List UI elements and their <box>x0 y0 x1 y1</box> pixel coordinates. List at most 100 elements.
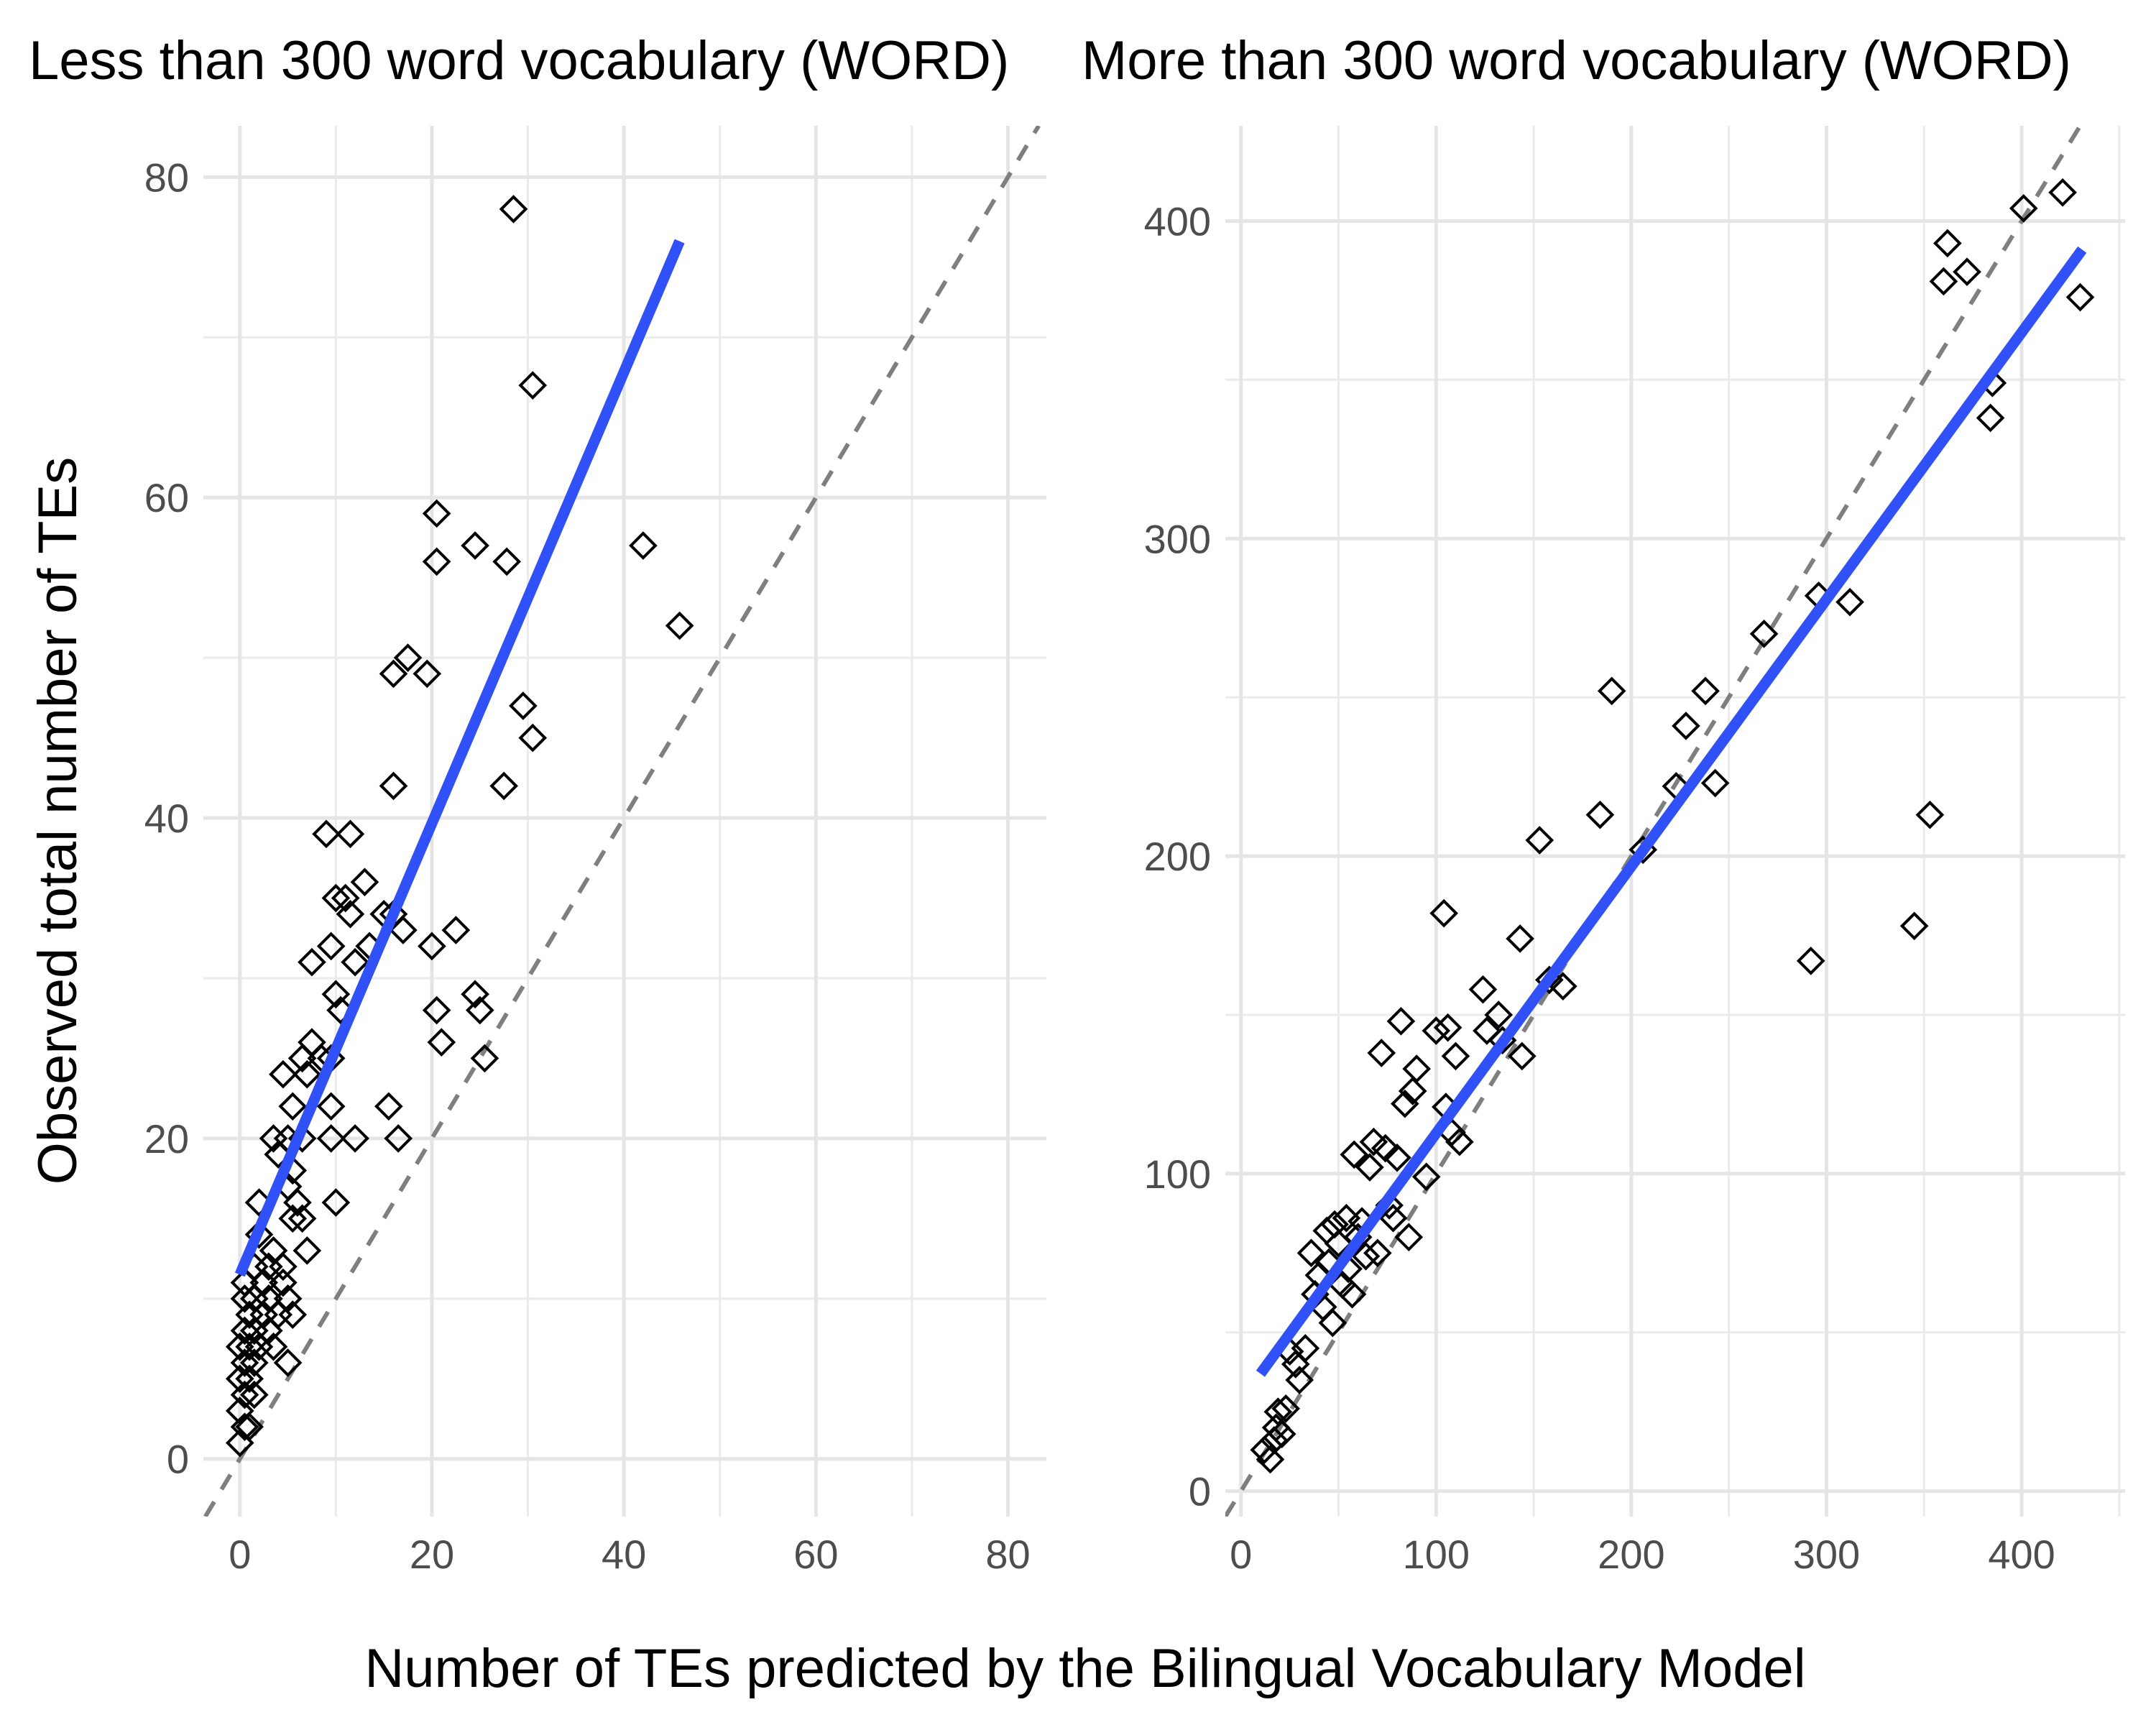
y-tick-label: 40 <box>144 796 189 841</box>
data-point <box>287 1044 317 1073</box>
data-point <box>278 1300 308 1329</box>
data-point <box>287 1204 317 1233</box>
data-point <box>1445 1127 1474 1156</box>
data-point <box>518 371 548 400</box>
data-point <box>1976 403 2005 433</box>
data-point <box>489 771 518 801</box>
data-point <box>465 995 494 1025</box>
data-point <box>492 547 522 576</box>
x-tick-label: 0 <box>1230 1532 1252 1577</box>
panel-left: 0 20 40 60 80 0 20 40 60 80 Less than 300 word voc… <box>29 30 1046 1577</box>
data-point <box>230 1348 259 1377</box>
data-point <box>1484 1000 1514 1029</box>
data-point <box>1429 898 1458 928</box>
data-point <box>292 1059 322 1089</box>
data-point <box>1370 1133 1400 1163</box>
data-point <box>312 819 341 849</box>
data-point <box>1441 1041 1470 1071</box>
data-point <box>321 1188 351 1217</box>
data-point <box>1796 947 1825 975</box>
data-point <box>2065 282 2095 312</box>
data-point <box>283 1188 312 1217</box>
data-point <box>379 771 408 801</box>
data-point <box>1391 1089 1419 1118</box>
x-tick-label: 60 <box>793 1532 838 1577</box>
data-point <box>1915 800 1945 829</box>
data-point <box>264 1140 293 1169</box>
data-point <box>336 899 365 929</box>
x-tick-label: 0 <box>229 1532 251 1577</box>
data-point <box>1355 1153 1384 1182</box>
data-point <box>384 1124 413 1153</box>
data-point <box>2048 178 2077 207</box>
data-point <box>278 1204 308 1233</box>
data-point <box>1363 1238 1392 1268</box>
data-point <box>341 947 369 977</box>
x-axis-title: Number of TEs predicted by the Bilingual… <box>364 1638 1805 1699</box>
data-point <box>509 691 538 720</box>
data-point <box>273 1348 303 1377</box>
data-point <box>1260 1426 1289 1455</box>
data-point <box>278 1092 308 1121</box>
data-point <box>1383 1143 1411 1172</box>
data-point <box>235 1332 264 1361</box>
data-point <box>1250 1435 1279 1465</box>
y-tick-label: 20 <box>144 1116 189 1162</box>
data-point <box>244 1220 274 1249</box>
data-point <box>1367 1039 1396 1067</box>
x-tick-label: 400 <box>1988 1532 2055 1577</box>
data-point <box>379 659 408 689</box>
data-point <box>665 611 694 640</box>
data-point <box>1411 1162 1441 1192</box>
data-point <box>1597 676 1626 706</box>
data-point <box>1473 1016 1501 1045</box>
data-point <box>2009 194 2038 223</box>
data-point <box>1525 826 1554 855</box>
data-point <box>1386 1006 1416 1036</box>
data-point <box>499 195 528 224</box>
data-point <box>1351 1241 1381 1271</box>
data-point <box>225 1428 254 1458</box>
panel-right: 0 100 200 300 400 0 100 200 300 400 More than 300 … <box>1082 30 2125 1577</box>
data-point <box>518 723 548 753</box>
data-point <box>1835 587 1864 617</box>
data-point <box>1398 1077 1427 1105</box>
data-point <box>230 1284 259 1313</box>
data-point <box>461 531 489 560</box>
x-tick-label: 20 <box>410 1532 454 1577</box>
data-point <box>225 1364 254 1394</box>
x-tick-label: 100 <box>1403 1532 1470 1577</box>
y-tick-label: 0 <box>1189 1469 1211 1514</box>
y-tick-label: 400 <box>1144 199 1211 244</box>
data-point <box>269 1059 298 1089</box>
data-point <box>389 916 418 944</box>
identity-line <box>1225 126 2083 1517</box>
data-point <box>1507 1041 1537 1071</box>
data-point <box>1929 267 1958 296</box>
data-point <box>336 819 365 849</box>
data-point <box>321 883 351 913</box>
data-point <box>1296 1238 1326 1268</box>
data-point <box>418 932 446 961</box>
identity-line <box>203 126 1041 1517</box>
data-point <box>230 1412 259 1441</box>
data-point <box>1433 1013 1462 1042</box>
y-tick-label: 200 <box>1144 834 1211 879</box>
data-point <box>292 1236 322 1265</box>
data-point <box>1506 924 1534 953</box>
data-point <box>1899 911 1929 941</box>
data-point <box>259 1332 288 1361</box>
data-point <box>1585 800 1615 829</box>
data-point <box>316 1124 346 1153</box>
data-point <box>230 1380 259 1409</box>
data-point <box>1953 257 1981 287</box>
data-point <box>413 659 442 689</box>
data-point <box>225 1332 254 1361</box>
data-point <box>331 883 360 913</box>
data-point <box>461 980 489 1009</box>
data-point <box>1285 1366 1314 1394</box>
data-point <box>235 1364 264 1394</box>
data-point <box>393 643 423 672</box>
data-point <box>1318 1308 1348 1338</box>
y-tick-label: 300 <box>1144 516 1211 561</box>
